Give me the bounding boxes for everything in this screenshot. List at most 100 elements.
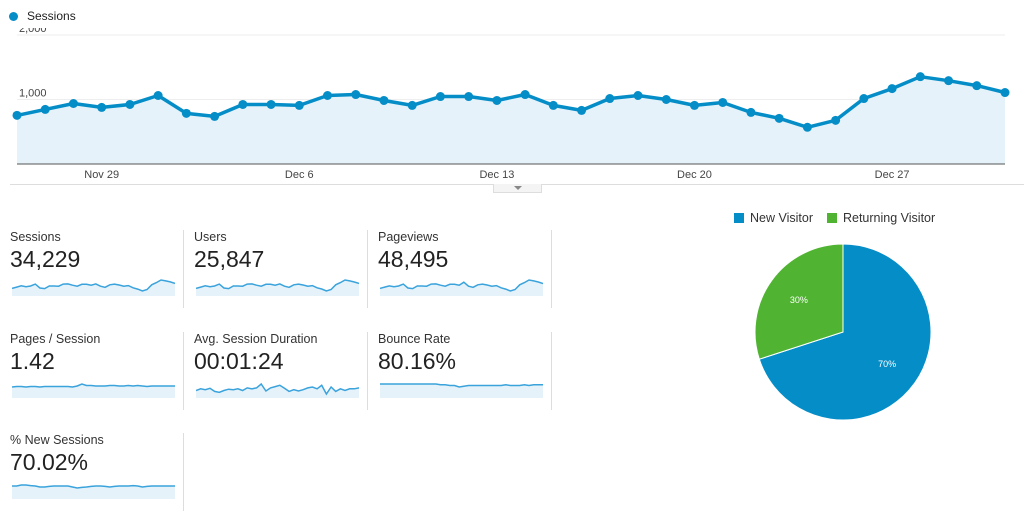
sparkline-line bbox=[196, 279, 359, 292]
pie-slice-new-visitor[interactable] bbox=[758, 243, 932, 421]
sessions-data-point[interactable] bbox=[1000, 88, 1010, 98]
sessions-data-point[interactable] bbox=[746, 107, 756, 117]
scorecard-sessions[interactable]: Sessions 34,229 bbox=[10, 230, 183, 308]
sessions-data-point[interactable] bbox=[351, 90, 361, 100]
scorecard-divider bbox=[183, 332, 184, 410]
sessions-data-point[interactable] bbox=[379, 95, 389, 105]
visitor-type-pie-chart[interactable]: 70% 30% bbox=[753, 242, 933, 422]
metric-label: Users bbox=[194, 230, 227, 244]
sessions-data-point[interactable] bbox=[887, 84, 897, 94]
legend-label: Sessions bbox=[27, 9, 76, 23]
sparkline-line bbox=[196, 382, 359, 396]
metric-sparkline bbox=[196, 279, 359, 296]
sessions-data-point[interactable] bbox=[464, 92, 474, 102]
sessions-legend-dot-icon bbox=[9, 11, 18, 21]
metric-value: 48,495 bbox=[378, 246, 449, 272]
sparkline-area bbox=[196, 384, 359, 398]
sessions-data-point[interactable] bbox=[40, 104, 50, 114]
scorecard-new-sessions[interactable]: % New Sessions 70.02% bbox=[10, 433, 183, 511]
sessions-data-point[interactable] bbox=[181, 108, 191, 118]
sessions-data-point[interactable] bbox=[323, 91, 333, 101]
sessions-data-point[interactable] bbox=[661, 95, 671, 104]
x-tick-label: Dec 27 bbox=[875, 169, 910, 181]
triangle-down-icon bbox=[513, 186, 522, 190]
sparkline-line bbox=[380, 279, 543, 292]
metric-label: Pages / Session bbox=[10, 332, 101, 346]
sparkline-area bbox=[380, 280, 543, 296]
sessions-data-point[interactable] bbox=[238, 99, 248, 109]
sparkline-line bbox=[12, 484, 175, 489]
sessions-line bbox=[16, 74, 1006, 130]
sessions-data-point[interactable] bbox=[407, 100, 417, 110]
y-tick-label: 1,000 bbox=[19, 88, 47, 100]
scorecard-divider bbox=[551, 332, 552, 410]
metric-sparkline bbox=[12, 484, 175, 499]
sparkline-area bbox=[196, 280, 359, 296]
sessions-data-point[interactable] bbox=[435, 92, 445, 102]
sessions-data-point[interactable] bbox=[12, 110, 22, 120]
sessions-data-point[interactable] bbox=[492, 95, 502, 105]
new-visitor-swatch-icon bbox=[734, 213, 744, 223]
sparkline-line bbox=[12, 279, 175, 292]
sessions-data-point[interactable] bbox=[915, 72, 925, 82]
sessions-data-point[interactable] bbox=[266, 99, 276, 109]
sparkline-line bbox=[380, 383, 543, 388]
sessions-data-point[interactable] bbox=[972, 81, 982, 91]
sparkline-area bbox=[12, 280, 175, 296]
x-tick-label: Dec 13 bbox=[479, 169, 514, 181]
sessions-line-chart[interactable]: 2,000 1,000 Nov 29 Dec 6 Dec 13 Dec 20 Dec 27 bbox=[0, 28, 1024, 184]
x-tick-label: Nov 29 bbox=[84, 169, 119, 181]
sessions-data-point[interactable] bbox=[831, 115, 841, 125]
metric-label: % New Sessions bbox=[10, 433, 104, 447]
scorecard-users[interactable]: Users 25,847 bbox=[194, 230, 367, 308]
scorecard-avg-session-duration[interactable]: Avg. Session Duration 00:01:24 bbox=[194, 332, 367, 410]
sessions-data-point[interactable] bbox=[125, 99, 135, 109]
scorecard-bounce-rate[interactable]: Bounce Rate 80.16% bbox=[378, 332, 551, 410]
scorecard-pages-session[interactable]: Pages / Session 1.42 bbox=[10, 332, 183, 410]
chart-legend: Sessions bbox=[9, 9, 76, 23]
sessions-data-point[interactable] bbox=[802, 122, 812, 132]
sessions-data-point[interactable] bbox=[944, 76, 954, 86]
metric-value: 80.16% bbox=[378, 348, 457, 374]
scorecard-divider bbox=[183, 230, 184, 308]
x-tick-label: Dec 20 bbox=[677, 169, 712, 181]
x-tick-label: Dec 6 bbox=[285, 169, 314, 181]
sessions-data-point[interactable] bbox=[294, 100, 304, 110]
sessions-data-point[interactable] bbox=[210, 111, 220, 121]
sessions-data-point[interactable] bbox=[689, 100, 699, 110]
pie-legend-item-returning[interactable]: Returning Visitor bbox=[826, 211, 936, 225]
sparkline-area bbox=[12, 485, 175, 499]
pie-legend-label: Returning Visitor bbox=[842, 211, 936, 225]
y-tick-label: 2,000 bbox=[19, 28, 47, 35]
pie-legend-item-new[interactable]: New Visitor bbox=[734, 211, 813, 225]
sessions-data-point[interactable] bbox=[68, 98, 78, 108]
metric-value: 34,229 bbox=[10, 246, 81, 272]
sessions-data-point[interactable] bbox=[718, 97, 728, 107]
sessions-area bbox=[17, 76, 1005, 164]
pie-slice-returning-visitor[interactable] bbox=[754, 243, 844, 360]
metric-label: Bounce Rate bbox=[378, 332, 451, 346]
returning-visitor-swatch-icon bbox=[826, 213, 837, 223]
sessions-data-point[interactable] bbox=[577, 105, 587, 115]
pie-legend: New Visitor Returning Visitor bbox=[734, 211, 949, 225]
sparkline-area bbox=[380, 384, 543, 398]
sparkline-line bbox=[12, 383, 175, 388]
scorecard-divider bbox=[367, 230, 368, 308]
sessions-data-point[interactable] bbox=[153, 91, 163, 101]
sessions-data-point[interactable] bbox=[97, 102, 107, 112]
scorecard-divider bbox=[367, 332, 368, 410]
sessions-data-point[interactable] bbox=[859, 94, 869, 104]
chart-resize-handle[interactable] bbox=[493, 184, 542, 193]
sessions-data-point[interactable] bbox=[774, 113, 784, 123]
metric-label: Sessions bbox=[10, 230, 61, 244]
pie-legend-label: New Visitor bbox=[750, 211, 813, 225]
metric-label: Avg. Session Duration bbox=[194, 332, 318, 346]
sessions-data-point[interactable] bbox=[548, 100, 558, 110]
scorecard-pageviews[interactable]: Pageviews 48,495 bbox=[378, 230, 551, 308]
sessions-data-point[interactable] bbox=[605, 94, 615, 104]
sessions-data-point[interactable] bbox=[633, 91, 643, 101]
scorecard-divider bbox=[183, 433, 184, 511]
metric-sparkline bbox=[380, 383, 543, 398]
sessions-data-point[interactable] bbox=[520, 90, 530, 100]
sparkline-area bbox=[12, 384, 175, 398]
